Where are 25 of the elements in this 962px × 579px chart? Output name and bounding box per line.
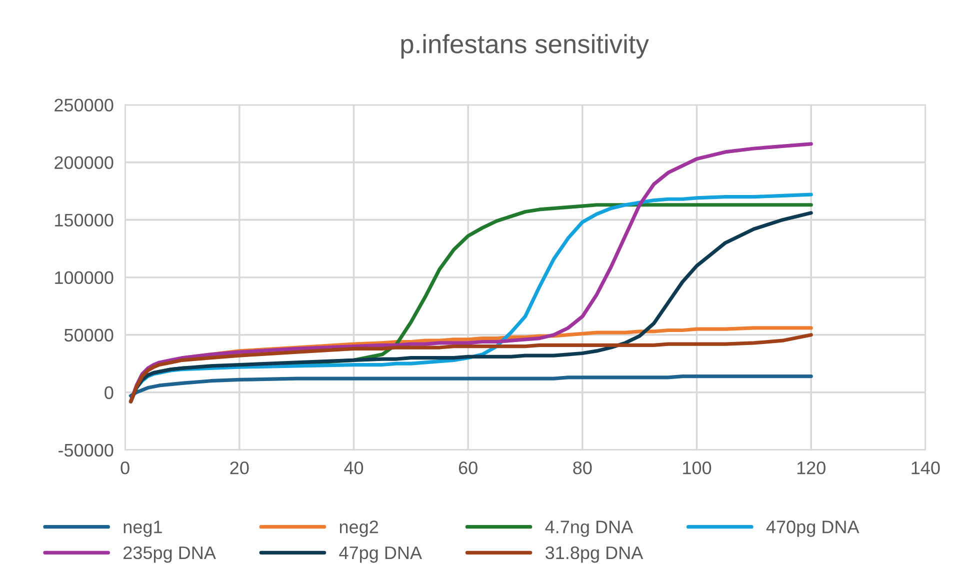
legend-label: neg1 (124, 520, 162, 537)
legend-label: 4.7ng DNA (545, 520, 634, 537)
x-tick-label: 40 (344, 461, 364, 474)
legend-label: 31.8pg DNA (546, 546, 644, 563)
y-tick-label: 0 (104, 386, 114, 400)
legend-label: neg2 (340, 520, 378, 537)
chart-title: p.infestans sensitivity (401, 34, 649, 59)
y-tick-label: 200000 (54, 156, 114, 170)
x-tick-label: 100 (683, 461, 712, 474)
x-tick-label: 20 (230, 461, 249, 474)
x-tick-label: 120 (797, 461, 826, 474)
legend-label: 47pg DNA (339, 546, 422, 563)
x-tick-label: 140 (912, 461, 940, 474)
y-tick-label: 50000 (64, 328, 114, 342)
y-tick-label: 100000 (55, 271, 114, 284)
y-tick-label: 150000 (55, 214, 114, 227)
y-tick-label: 250000 (54, 98, 114, 112)
legend-label: 235pg DNA (124, 546, 216, 563)
x-tick-label: 60 (458, 461, 478, 474)
line-series (128, 374, 813, 398)
x-tick-label: 0 (120, 461, 130, 474)
line-series (128, 333, 813, 404)
y-tick-label: -50000 (58, 444, 114, 457)
x-tick-label: 80 (573, 461, 592, 474)
legend-label: 470pg DNA (766, 520, 860, 537)
